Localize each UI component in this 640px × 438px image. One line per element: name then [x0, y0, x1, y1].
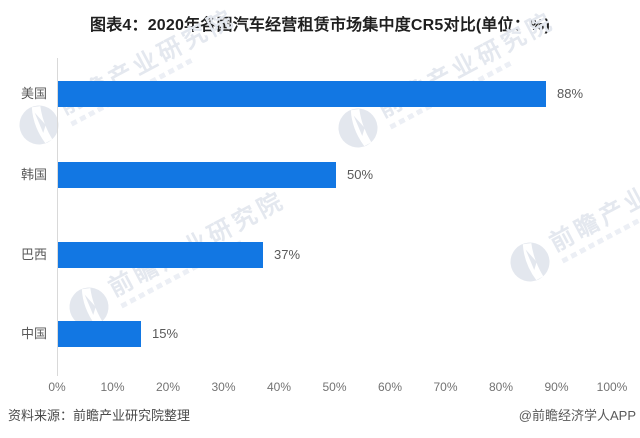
value-label: 88% — [557, 86, 584, 101]
credit-note: @前瞻经济学人APP — [518, 408, 636, 423]
watermark-text: 前瞻产业研究院 — [545, 140, 640, 257]
bar — [58, 162, 336, 188]
x-tick-label: 70% — [433, 380, 458, 394]
category-label: 美国 — [20, 86, 47, 101]
value-label: 37% — [274, 247, 301, 262]
bar — [58, 242, 263, 268]
category-label: 巴西 — [20, 247, 47, 262]
x-tick-label: 0% — [48, 380, 66, 394]
source-note: 资料来源：前瞻产业研究院整理 — [8, 408, 191, 423]
bar-row: 巴西 37% — [0, 242, 640, 268]
category-label: 中国 — [20, 326, 47, 341]
category-axis-line — [57, 58, 58, 376]
x-tick-label: 50% — [322, 380, 347, 394]
x-tick-label: 80% — [488, 380, 514, 394]
category-label: 韩国 — [20, 167, 47, 182]
bar-row: 美国 88% — [0, 81, 640, 107]
x-tick-label: 30% — [211, 380, 236, 394]
bar-row: 韩国 50% — [0, 162, 640, 188]
value-label: 50% — [347, 167, 374, 182]
chart-title: 图表4：2020年各国汽车经营租赁市场集中度CR5对比(单位：%) — [90, 17, 550, 34]
watermark-logo-icon — [331, 101, 385, 155]
bar — [58, 81, 546, 107]
x-tick-label: 20% — [155, 380, 181, 394]
x-tick-label: 60% — [377, 380, 403, 394]
bar-row: 中国 15% — [0, 321, 640, 347]
x-tick-label: 10% — [100, 380, 125, 394]
value-label: 15% — [152, 326, 179, 341]
x-tick-label: 90% — [544, 380, 569, 394]
x-tick-label: 100% — [596, 380, 628, 394]
x-tick-label: 40% — [266, 380, 292, 394]
bar — [58, 321, 141, 347]
